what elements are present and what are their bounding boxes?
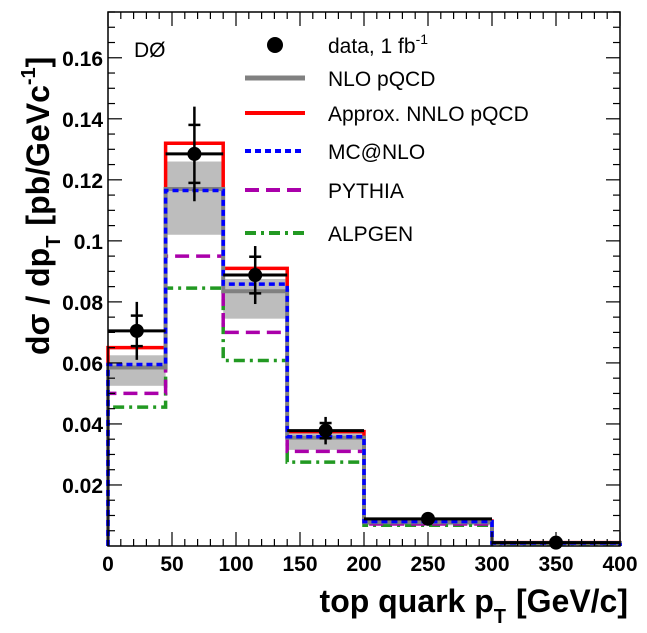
legend: data, 1 fb-1 NLO pQCD Approx. NNLO pQCD MC@… xyxy=(245,31,529,246)
x-tick-label: 150 xyxy=(282,553,317,576)
data-point xyxy=(421,512,435,526)
x-tick-label: 300 xyxy=(474,553,509,576)
y-axis-label-sup: -1 xyxy=(18,67,40,85)
y-tick-label: 0.16 xyxy=(62,48,103,71)
x-tick-label: 100 xyxy=(218,553,253,576)
y-tick-label: 0.04 xyxy=(62,414,103,437)
x-tick-label: 400 xyxy=(602,553,637,576)
x-tick-label: 250 xyxy=(410,553,445,576)
y-axis-label-unit: [pb/GeVc xyxy=(20,85,56,225)
y-tick-label: 0.08 xyxy=(62,292,103,315)
experiment-label: DØ xyxy=(134,39,166,62)
y-axis-label: dσ / dpT [pb/GeVc-1] xyxy=(18,57,65,355)
y-axis-label-sub: T xyxy=(43,236,65,248)
legend-label-nlo-pqcd: NLO pQCD xyxy=(328,68,435,91)
legend-marker-data xyxy=(267,37,283,53)
data-point xyxy=(319,424,333,438)
legend-label-mc-nlo: MC@NLO xyxy=(328,141,425,164)
y-tick-label: 0.02 xyxy=(62,475,103,498)
y-tick-label: 0.14 xyxy=(62,109,103,132)
data-point xyxy=(187,147,201,161)
legend-label-data: data, 1 fb-1 xyxy=(328,31,428,58)
data-point xyxy=(248,268,262,282)
x-tick-label: 200 xyxy=(346,553,381,576)
x-tick-label: 0 xyxy=(102,553,114,576)
legend-label-data-sup: -1 xyxy=(416,31,429,47)
y-tick-label: 0.06 xyxy=(62,353,103,376)
x-axis-label: top quark pT [GeV/c] xyxy=(320,583,628,628)
x-axis-label-sub: T xyxy=(494,606,506,628)
legend-label-approx-nnlo-pqcd: Approx. NNLO pQCD xyxy=(328,103,529,126)
legend-label-alpgen: ALPGEN xyxy=(328,223,413,246)
y-axis-label-close: ] xyxy=(20,57,56,68)
x-tick-label: 50 xyxy=(160,553,183,576)
data-point xyxy=(130,324,144,338)
plot-area xyxy=(108,107,620,550)
legend-label-data-main: data, 1 fb xyxy=(328,35,416,58)
legend-label-pythia: PYTHIA xyxy=(328,180,404,203)
x-axis-label-main: top quark p xyxy=(320,583,494,619)
y-tick-label: 0.12 xyxy=(62,170,103,193)
y-tick-label: 0.1 xyxy=(74,231,104,254)
y-axis-label-main: dσ / dp xyxy=(20,248,56,355)
axes: 0 50 100 150 200 250 300 350 400 0.02 0.04 0.06 0.08… xyxy=(62,12,637,576)
x-axis-label-unit: [GeV/c] xyxy=(516,583,628,619)
x-tick-label: 350 xyxy=(538,553,573,576)
